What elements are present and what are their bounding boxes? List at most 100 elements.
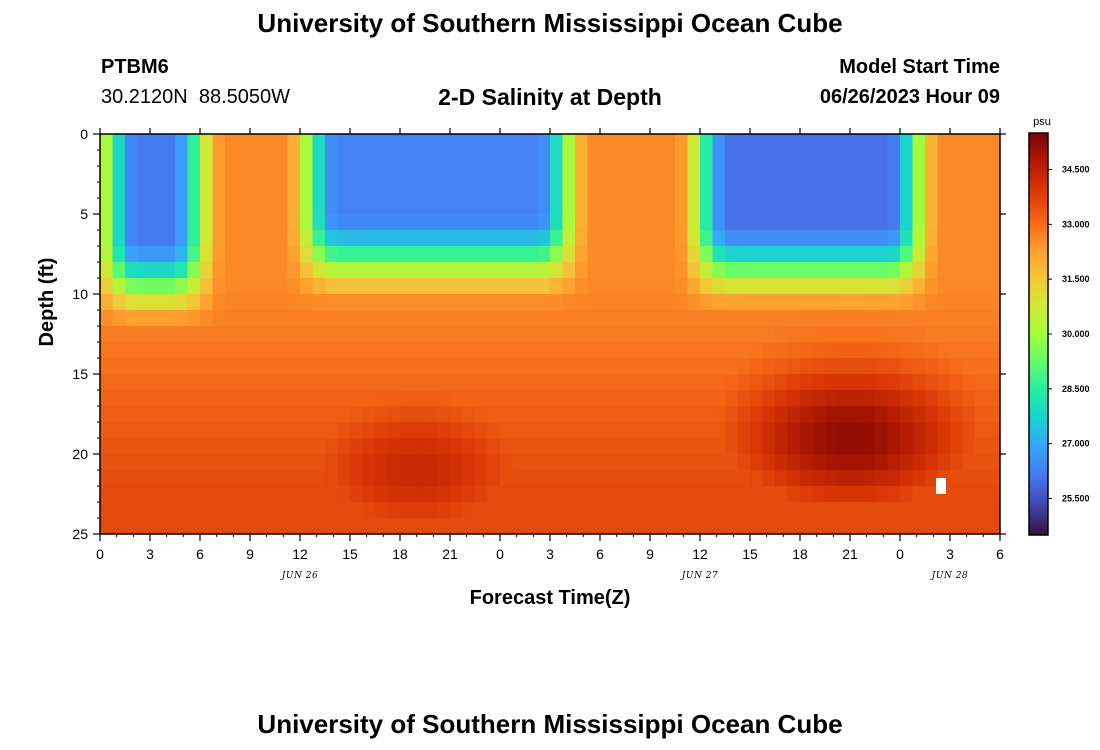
heatmap-cell: [575, 502, 589, 519]
heatmap-cell: [137, 150, 151, 167]
heatmap-cell: [112, 134, 126, 151]
heatmap-cell: [662, 230, 676, 247]
heatmap-cell: [462, 150, 476, 167]
heatmap-cell: [812, 374, 826, 391]
heatmap-cell: [550, 518, 564, 534]
heatmap-cell: [775, 214, 789, 231]
heatmap-cell: [300, 214, 314, 231]
heatmap-cell: [337, 470, 351, 487]
heatmap-cell: [450, 358, 464, 375]
heatmap-cell: [900, 374, 914, 391]
heatmap-cell: [762, 518, 776, 534]
heatmap-cell: [700, 198, 714, 215]
heatmap-cell: [700, 470, 714, 487]
heatmap-cell: [362, 470, 376, 487]
heatmap-cell: [600, 134, 614, 151]
heatmap-cell: [150, 262, 164, 279]
colorbar-label: 31.500: [1062, 274, 1090, 284]
heatmap-cell: [150, 134, 164, 151]
heatmap-cell: [362, 454, 376, 471]
heatmap-cell: [325, 198, 339, 215]
heatmap-cell: [275, 150, 289, 167]
heatmap-cell: [612, 406, 626, 423]
heatmap-cell: [775, 470, 789, 487]
heatmap-cell: [450, 422, 464, 439]
heatmap-cell: [375, 518, 389, 534]
heatmap-cell: [712, 518, 726, 534]
heatmap-cell: [750, 214, 764, 231]
heatmap-cell: [250, 310, 264, 327]
heatmap-cell: [475, 246, 489, 263]
heatmap-cell: [450, 342, 464, 359]
heatmap-cell: [425, 134, 439, 151]
heatmap-cell: [975, 486, 989, 503]
heatmap-cell: [687, 262, 701, 279]
heatmap-cell: [687, 182, 701, 199]
heatmap-cell: [675, 390, 689, 407]
heatmap-cell: [700, 246, 714, 263]
heatmap-cell: [787, 294, 801, 311]
heatmap-cell: [887, 422, 901, 439]
heatmap-cell: [375, 454, 389, 471]
heatmap-cell: [912, 166, 926, 183]
heatmap-cell: [925, 262, 939, 279]
heatmap-cell: [312, 326, 326, 343]
heatmap-cell: [400, 342, 414, 359]
heatmap-cell: [712, 454, 726, 471]
heatmap-cell: [250, 230, 264, 247]
heatmap-cell: [550, 278, 564, 295]
heatmap-cell: [937, 182, 951, 199]
heatmap-cell: [500, 150, 514, 167]
heatmap-cell: [512, 422, 526, 439]
heatmap-cell: [912, 422, 926, 439]
heatmap-cell: [425, 502, 439, 519]
heatmap-cell: [287, 438, 301, 455]
heatmap-cell: [525, 198, 539, 215]
heatmap-cell: [200, 262, 214, 279]
heatmap-cell: [875, 166, 889, 183]
heatmap-cell: [337, 342, 351, 359]
heatmap-cell: [400, 518, 414, 534]
heatmap-cell: [537, 310, 551, 327]
heatmap-cell: [462, 246, 476, 263]
heatmap-cell: [812, 150, 826, 167]
heatmap-cell: [612, 294, 626, 311]
heatmap-cell: [125, 198, 139, 215]
heatmap-cell: [100, 422, 114, 439]
heatmap-cell: [912, 150, 926, 167]
heatmap-cell: [762, 246, 776, 263]
heatmap-cell: [387, 422, 401, 439]
heatmap-cell: [687, 166, 701, 183]
heatmap-cell: [500, 406, 514, 423]
heatmap-cell: [825, 518, 839, 534]
heatmap-cell: [200, 310, 214, 327]
heatmap-cell: [550, 326, 564, 343]
heatmap-cell: [300, 166, 314, 183]
heatmap-cell: [412, 326, 426, 343]
heatmap-cell: [450, 278, 464, 295]
heatmap-cell: [800, 294, 814, 311]
heatmap-cell: [900, 278, 914, 295]
heatmap-cell: [900, 214, 914, 231]
heatmap-cell: [525, 310, 539, 327]
heatmap-cell: [887, 502, 901, 519]
heatmap-cell: [300, 310, 314, 327]
heatmap-cell: [175, 454, 189, 471]
heatmap-cell: [625, 182, 639, 199]
heatmap-cell: [212, 406, 226, 423]
x-tick-label: 0: [896, 546, 904, 562]
heatmap-cell: [825, 454, 839, 471]
heatmap-cell: [425, 294, 439, 311]
heatmap-cell: [950, 134, 964, 151]
heatmap-cell: [937, 230, 951, 247]
heatmap-cell: [937, 374, 951, 391]
heatmap-cell: [100, 134, 114, 151]
heatmap-cell: [812, 214, 826, 231]
heatmap-cell: [150, 310, 164, 327]
heatmap-cell: [387, 342, 401, 359]
heatmap-cell: [500, 390, 514, 407]
heatmap-cell: [525, 134, 539, 151]
heatmap-cell: [450, 518, 464, 534]
heatmap-cell: [412, 262, 426, 279]
heatmap-cell: [250, 182, 264, 199]
